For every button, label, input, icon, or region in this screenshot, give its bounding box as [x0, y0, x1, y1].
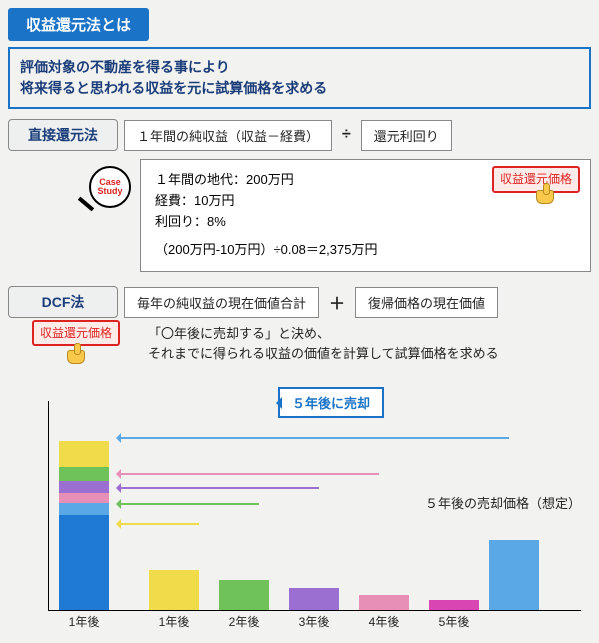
bar: [149, 570, 199, 610]
bar: [219, 580, 269, 610]
def-line1: 評価対象の不動産を得る事により: [20, 57, 579, 78]
method2-label: DCF法: [8, 286, 118, 318]
method1-row: 直接還元法 １年間の純収益（収益－経費） ÷ 還元利回り: [8, 119, 591, 151]
arrow: [119, 473, 379, 475]
def-line2: 将来得ると思われる収益を元に試算価格を求める: [20, 78, 579, 99]
title-box: 収益還元法とは: [8, 8, 149, 41]
case-icon-text: Case Study: [91, 178, 129, 196]
desc-line1: 「〇年後に売却する」と決め、: [148, 324, 591, 344]
arrow: [119, 487, 319, 489]
stacked-bar: [59, 441, 109, 610]
method1-label: 直接還元法: [8, 119, 118, 151]
case-line3: 利回り：8%: [155, 212, 576, 233]
definition-box: 評価対象の不動産を得る事により 将来得ると思われる収益を元に試算価格を求める: [8, 47, 591, 109]
magnifier-icon: Case Study: [81, 166, 135, 220]
bar: [289, 588, 339, 610]
method1-op: ÷: [338, 126, 355, 144]
case-line2: 経費：10万円: [155, 191, 576, 212]
arrow: [119, 523, 199, 525]
dcf-chart: ５年後に売却 ５年後の売却価格（想定） 1年後1年後2年後3年後4年後5年後: [8, 373, 591, 633]
case-study-box: Case Study 収益還元価格 １年間の地代：200万円 経費：10万円 利…: [140, 159, 591, 272]
arrow: [119, 437, 509, 439]
method2-left: 毎年の純収益の現在価値合計: [124, 287, 319, 318]
method2-op: ＋: [325, 290, 349, 314]
case-calc: （200万円-10万円）÷0.08＝2,375万円: [155, 240, 576, 261]
bar: [359, 595, 409, 610]
hand-pointer-icon: [67, 350, 85, 364]
method2-row: DCF法 毎年の純収益の現在価値合計 ＋ 復帰価格の現在価値: [8, 286, 591, 318]
hand-pointer-icon: [536, 190, 554, 204]
method1-left: １年間の純収益（収益－経費）: [124, 120, 332, 151]
dcf-description: 収益還元価格 「〇年後に売却する」と決め、 それまでに得られる収益の価値を計算し…: [8, 324, 591, 363]
chart-bars: 1年後1年後2年後3年後4年後5年後: [48, 401, 581, 611]
desc-line2: それまでに得られる収益の価値を計算して試算価格を求める: [148, 344, 591, 364]
bar: [489, 540, 539, 610]
method1-right: 還元利回り: [361, 120, 452, 151]
arrow: [119, 503, 259, 505]
method2-right: 復帰価格の現在価値: [355, 287, 498, 318]
bar: [429, 600, 479, 610]
